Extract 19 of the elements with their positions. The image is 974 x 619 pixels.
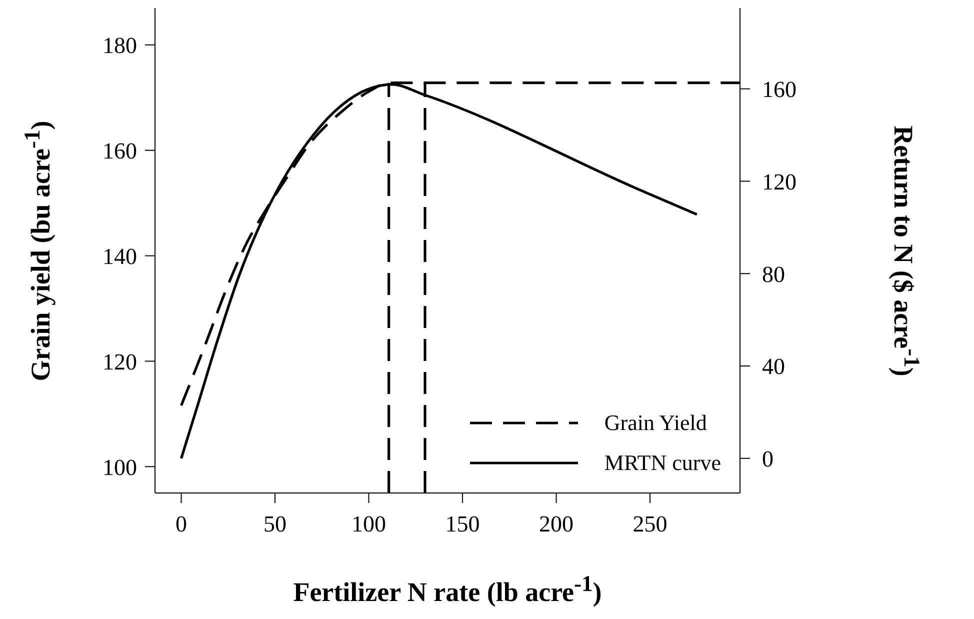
y2-tick-label: 120	[762, 169, 796, 194]
y2-tick-label: 80	[762, 262, 785, 287]
x-tick-label: 150	[445, 511, 480, 536]
x-axis-title: Fertilizer N rate (lb acre$^{-1}$)	[293, 571, 602, 608]
y-tick-label: 160	[102, 138, 137, 164]
x-tick-label: 50	[264, 511, 286, 536]
y-tick-label: 120	[102, 349, 137, 374]
y-tick-label: 140	[102, 244, 137, 269]
y2-tick-label: 40	[762, 354, 785, 380]
y2-tick-label: 160	[762, 77, 796, 102]
y2-tick-label: 0	[762, 446, 774, 472]
legend-label: MRTN curve	[604, 450, 721, 476]
x-tick-label: 100	[352, 511, 386, 536]
legend-label: Grain Yield	[604, 410, 707, 436]
x-tick-label: 250	[632, 511, 668, 536]
y-tick-label: 180	[102, 33, 137, 58]
y-tick-label: 100	[102, 454, 137, 480]
x-tick-label: 0	[176, 511, 187, 536]
x-tick-label: 200	[539, 511, 574, 536]
